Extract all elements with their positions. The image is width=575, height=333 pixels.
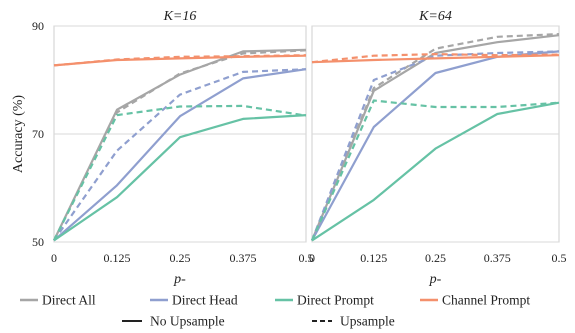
x-tick-label: 0.375 [484, 251, 511, 265]
panel-2-series-direct-prompt-no-upsample [311, 101, 560, 242]
legend-style-label: No Upsample [150, 314, 225, 329]
x-tick-label: 0 [309, 251, 315, 265]
y-axis-label: Accuracy (%) [11, 95, 26, 173]
panel-1-series-direct-all-upsample [53, 49, 307, 241]
legend-style-label: Upsample [340, 314, 395, 329]
x-axis-label: p- [429, 272, 442, 287]
panel-2-title: K=64 [418, 9, 452, 24]
panel-1-series-direct-prompt-upsample [53, 104, 307, 241]
x-tick-label: 0.375 [230, 251, 257, 265]
panel-2-series-direct-all-no-upsample [310, 34, 560, 241]
panel-2-series-channel-prompt-no-upsample [311, 54, 560, 64]
x-tick-label: 0.125 [360, 251, 387, 265]
legend-label: Direct Prompt [297, 293, 374, 308]
x-tick-label: 0.5 [299, 251, 314, 265]
panel-1-title: K=16 [163, 9, 197, 24]
panel-1-series-direct-prompt-no-upsample [53, 114, 307, 242]
panel-1-series-direct-head-upsample [53, 68, 307, 242]
panel-1-series-channel-prompt-no-upsample [53, 54, 307, 67]
panel-2-series-direct-head-upsample [310, 50, 560, 241]
x-tick-label: 0.25 [170, 251, 191, 265]
x-tick-label: 0 [51, 251, 57, 265]
panel-1-series-channel-prompt-upsample [53, 54, 307, 67]
panel-2-series-direct-all-upsample [310, 33, 560, 241]
panel-1-series-direct-all-no-upsample [53, 48, 307, 241]
panel-1-series-direct-head-no-upsample [53, 68, 307, 242]
panel-2-series-channel-prompt-upsample [311, 52, 560, 64]
y-tick-label: 70 [32, 127, 44, 141]
x-tick-label: 0.125 [104, 251, 131, 265]
panel-2-series-direct-prompt-upsample [310, 99, 560, 241]
y-tick-label: 90 [32, 19, 44, 33]
panel-2-series-direct-head-no-upsample [311, 50, 560, 241]
legend-label: Direct Head [172, 293, 238, 308]
x-tick-label: 0.25 [425, 251, 446, 265]
y-tick-label: 50 [32, 235, 44, 249]
legend-label: Channel Prompt [442, 293, 530, 308]
legend-label: Direct All [42, 293, 96, 308]
x-axis-label: p- [173, 272, 186, 287]
x-tick-label: 0.5 [552, 251, 567, 265]
